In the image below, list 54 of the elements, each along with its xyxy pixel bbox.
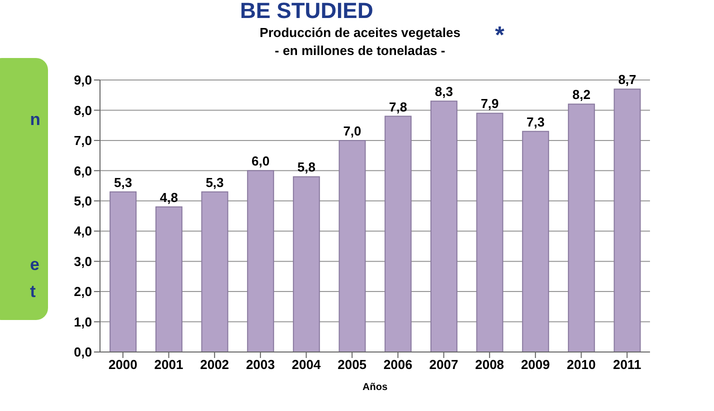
x-tick-label: 2000 bbox=[108, 357, 138, 372]
text: n bbox=[30, 110, 40, 130]
data-label: 5,3 bbox=[206, 174, 224, 190]
data-label: 4,8 bbox=[160, 190, 178, 205]
x-tick-label: 2010 bbox=[566, 357, 596, 372]
data-label: 8,7 bbox=[618, 72, 636, 88]
data-label: 7,8 bbox=[389, 99, 408, 114]
bar bbox=[338, 140, 366, 352]
y-tick-label: 5,0 bbox=[74, 194, 92, 209]
x-tick-label: 2002 bbox=[200, 357, 230, 372]
text: * bbox=[495, 22, 504, 50]
x-tick-label: 2008 bbox=[475, 357, 504, 372]
data-label: 6,0 bbox=[252, 154, 270, 169]
x-axis-title: Años bbox=[362, 382, 388, 393]
x-tick-label: 2007 bbox=[429, 357, 458, 372]
chart-subtitle: - en millones de toneladas - bbox=[274, 43, 446, 58]
bar bbox=[430, 100, 458, 352]
bar bbox=[384, 116, 412, 352]
y-tick-label: 9,0 bbox=[74, 72, 92, 88]
y-tick-label: 8,0 bbox=[74, 102, 92, 118]
y-tick-label: 0,0 bbox=[74, 344, 92, 360]
bar bbox=[568, 104, 595, 352]
data-label: 5,8 bbox=[297, 160, 316, 175]
data-label: 7,3 bbox=[526, 114, 545, 130]
x-tick-label: 2003 bbox=[246, 357, 275, 372]
x-tick-label: 2006 bbox=[383, 357, 412, 372]
y-tick-label: 7,0 bbox=[74, 133, 92, 148]
bar bbox=[292, 176, 320, 352]
chart-title: Producción de aceites vegetales bbox=[260, 25, 460, 40]
bar bbox=[522, 130, 550, 352]
text: t bbox=[30, 282, 36, 302]
x-tick-label: 2004 bbox=[292, 357, 322, 372]
bar bbox=[110, 191, 137, 352]
x-tick-label: 2001 bbox=[154, 357, 184, 372]
bar bbox=[247, 170, 274, 352]
data-label: 8,2 bbox=[572, 87, 590, 102]
x-tick-label: 2009 bbox=[520, 357, 550, 372]
x-tick-label: 2005 bbox=[338, 357, 367, 372]
data-label: 7,0 bbox=[343, 123, 362, 138]
bar bbox=[614, 88, 641, 352]
bar bbox=[476, 112, 504, 352]
bar bbox=[201, 191, 228, 352]
x-tick-label: 2011 bbox=[612, 357, 642, 372]
text: e bbox=[30, 255, 40, 275]
bar bbox=[155, 206, 182, 352]
y-tick-label: 6,0 bbox=[74, 163, 92, 178]
data-label: 8,3 bbox=[434, 84, 453, 100]
data-label: 5,3 bbox=[114, 174, 132, 190]
data-label: 7,9 bbox=[480, 96, 499, 112]
y-tick-label: 2,0 bbox=[74, 284, 92, 300]
y-tick-label: 4,0 bbox=[74, 224, 92, 239]
y-tick-label: 1,0 bbox=[74, 314, 92, 330]
text: BE STUDIED bbox=[240, 0, 374, 24]
y-tick-label: 3,0 bbox=[74, 254, 92, 269]
